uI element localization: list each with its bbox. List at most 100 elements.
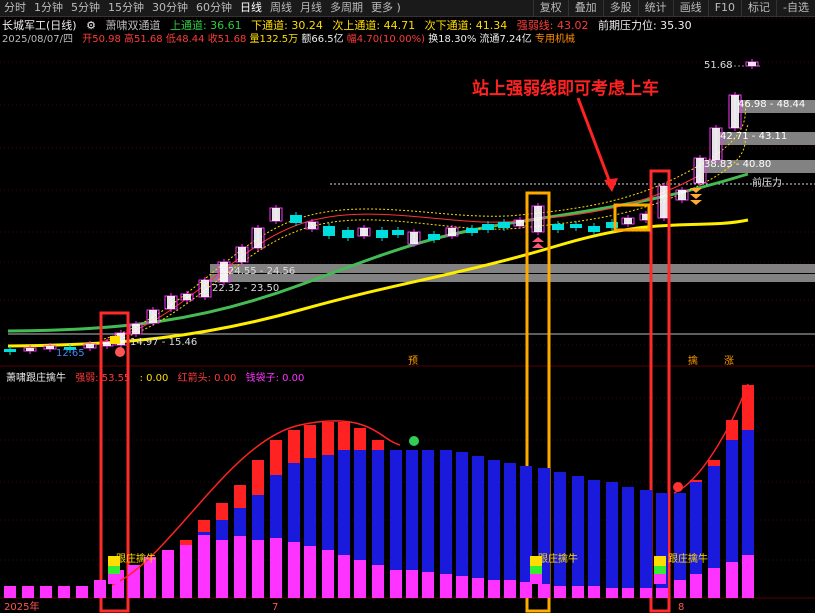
candle-body-fill bbox=[660, 186, 668, 218]
up-channel-value: 上通道: 36.61 bbox=[169, 19, 242, 32]
tab-30min[interactable]: 30分钟 bbox=[152, 1, 188, 14]
candle-body-up bbox=[217, 261, 231, 283]
candle-body-fill bbox=[308, 222, 316, 229]
overlay-button[interactable]: 叠加 bbox=[567, 0, 603, 16]
price-band bbox=[210, 264, 815, 273]
candle-body-up bbox=[164, 295, 178, 310]
sub-bar-red bbox=[180, 540, 192, 545]
candle-body-up bbox=[657, 185, 671, 219]
tab-60min[interactable]: 60分钟 bbox=[196, 1, 232, 14]
sub-bar-blue bbox=[554, 472, 566, 586]
arrow-up-icon bbox=[532, 237, 544, 242]
tab-1min[interactable]: 1分钟 bbox=[34, 1, 63, 14]
sub-bar-blue bbox=[456, 452, 468, 576]
sub-bar-magenta bbox=[440, 574, 452, 598]
stock-name[interactable]: 长城军工(日线) bbox=[2, 19, 77, 32]
sub-indicator-name[interactable]: 萧啸跟庄擒牛 bbox=[6, 373, 66, 384]
sub-strong-value: 强弱: 53.55 bbox=[75, 373, 131, 384]
label-l2: 22.32 - 23.50 bbox=[212, 283, 279, 294]
gear-icon[interactable]: ⚙ bbox=[86, 19, 96, 32]
watchlist-button[interactable]: -自选 bbox=[776, 0, 815, 16]
label-high: 51.68 bbox=[704, 60, 733, 71]
tab-15min[interactable]: 15分钟 bbox=[108, 1, 144, 14]
highlight-frame-3 bbox=[649, 169, 671, 613]
sub-bar-red bbox=[288, 430, 300, 463]
qn-icon bbox=[654, 556, 666, 566]
sub-bar-blue bbox=[372, 450, 384, 565]
candle-body-up bbox=[129, 323, 143, 335]
candle-body-fill bbox=[149, 310, 157, 323]
candle-body-down bbox=[498, 222, 510, 228]
candle-body-up bbox=[675, 189, 689, 201]
tab-multi-period[interactable]: 多周期 bbox=[330, 1, 363, 14]
quote-volume: 量132.5万 bbox=[249, 34, 299, 45]
tab-weekly[interactable]: 周线 bbox=[270, 1, 292, 14]
candle-body-fill bbox=[86, 344, 94, 348]
sub-bar-blue bbox=[742, 430, 754, 555]
sub-bar-magenta bbox=[640, 588, 652, 598]
sub-bar-magenta bbox=[472, 578, 484, 598]
sub-bar-magenta bbox=[144, 557, 156, 598]
sub-bar-red bbox=[270, 440, 282, 475]
sub-bar-red bbox=[372, 440, 384, 450]
arrow-up-icon bbox=[532, 243, 544, 248]
tab-more[interactable]: 更多 ) bbox=[371, 1, 401, 14]
candle-body-down bbox=[4, 349, 16, 352]
candle-body-up bbox=[407, 231, 421, 245]
quote-sector[interactable]: 专用机械 bbox=[534, 34, 575, 45]
candle-body-fill bbox=[696, 158, 704, 183]
draw-button[interactable]: 画线 bbox=[672, 0, 708, 16]
f10-button[interactable]: F10 bbox=[707, 0, 741, 16]
red-arrow-icon bbox=[673, 482, 683, 492]
candle-body-fill bbox=[516, 220, 524, 226]
quote-date: 2025/08/07/四 bbox=[2, 34, 74, 45]
candle-body-down bbox=[552, 224, 564, 230]
quote-change: 幅4.70(10.00%) bbox=[346, 34, 425, 45]
price-labels: 51.68 46.98 - 48.44 42.71 - 43.11 38.83 … bbox=[4, 60, 805, 613]
candle-body-fill bbox=[410, 232, 418, 244]
sub-bar-red bbox=[216, 503, 228, 520]
candle-body-fill bbox=[712, 128, 720, 160]
candle-body-up bbox=[445, 227, 459, 237]
quote-low: 低48.44 bbox=[165, 34, 205, 45]
stats-button[interactable]: 统计 bbox=[637, 0, 673, 16]
price-band bbox=[704, 160, 815, 173]
candle-body-up bbox=[531, 205, 545, 233]
candle-body-down bbox=[342, 230, 354, 238]
sub-bar-magenta bbox=[708, 568, 720, 598]
sub-bar-magenta bbox=[322, 550, 334, 598]
qn-icon bbox=[530, 556, 542, 566]
mark-button[interactable]: 标记 bbox=[741, 0, 776, 16]
sub-bar-magenta bbox=[554, 586, 566, 598]
sub-bar-magenta bbox=[354, 560, 366, 598]
sub-red-arrow-value: 红箭头: 0.00 bbox=[177, 373, 237, 384]
candles bbox=[4, 59, 759, 357]
sub-bar-magenta bbox=[270, 538, 282, 598]
highlight-frames bbox=[99, 97, 671, 613]
x-label-8: 8 bbox=[678, 602, 684, 613]
label-prev-resist: 前压力 bbox=[752, 176, 782, 189]
sub-indicator-bars bbox=[4, 383, 754, 598]
sub-curve bbox=[111, 383, 749, 586]
marker-yu: 预 bbox=[408, 355, 418, 367]
tab-5min[interactable]: 5分钟 bbox=[71, 1, 100, 14]
sub-bar-blue bbox=[354, 450, 366, 560]
fuquan-button[interactable]: 复权 bbox=[532, 0, 568, 16]
sub-bar-red bbox=[742, 385, 754, 430]
multi-stock-button[interactable]: 多股 bbox=[602, 0, 638, 16]
sub-bar-magenta bbox=[216, 540, 228, 598]
candle-body-fill bbox=[238, 247, 246, 262]
sub-bar-red bbox=[322, 422, 334, 455]
quote-row: 2025/08/07/四 开50.98 高51.68 低48.44 收51.68… bbox=[2, 30, 575, 45]
tab-fenshi[interactable]: 分时 bbox=[4, 1, 26, 14]
tab-daily[interactable]: 日线 bbox=[240, 1, 262, 14]
sub-bar-magenta bbox=[198, 535, 210, 598]
sub-bar-magenta bbox=[304, 546, 316, 598]
indicator-name[interactable]: 萧啸双通道 bbox=[105, 19, 161, 32]
tab-monthly[interactable]: 月线 bbox=[300, 1, 322, 14]
sub-bar-blue bbox=[472, 456, 484, 578]
candle-body-up bbox=[513, 219, 527, 227]
highlight-box bbox=[613, 203, 651, 232]
marker-qin: 擒 bbox=[688, 354, 698, 367]
